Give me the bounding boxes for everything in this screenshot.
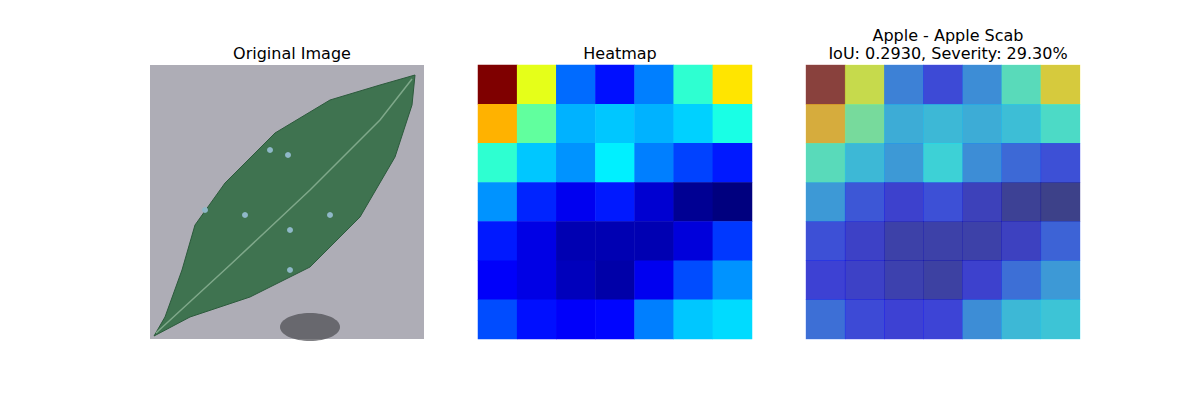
svg-text:Heatmap: Heatmap [583, 44, 657, 63]
svg-text:IoU: 0.2930, Severity: 29.30%: IoU: 0.2930, Severity: 29.30% [828, 44, 1067, 63]
svg-text:Apple - Apple Scab: Apple - Apple Scab [872, 26, 1023, 45]
svg-text:Original Image: Original Image [233, 44, 351, 63]
